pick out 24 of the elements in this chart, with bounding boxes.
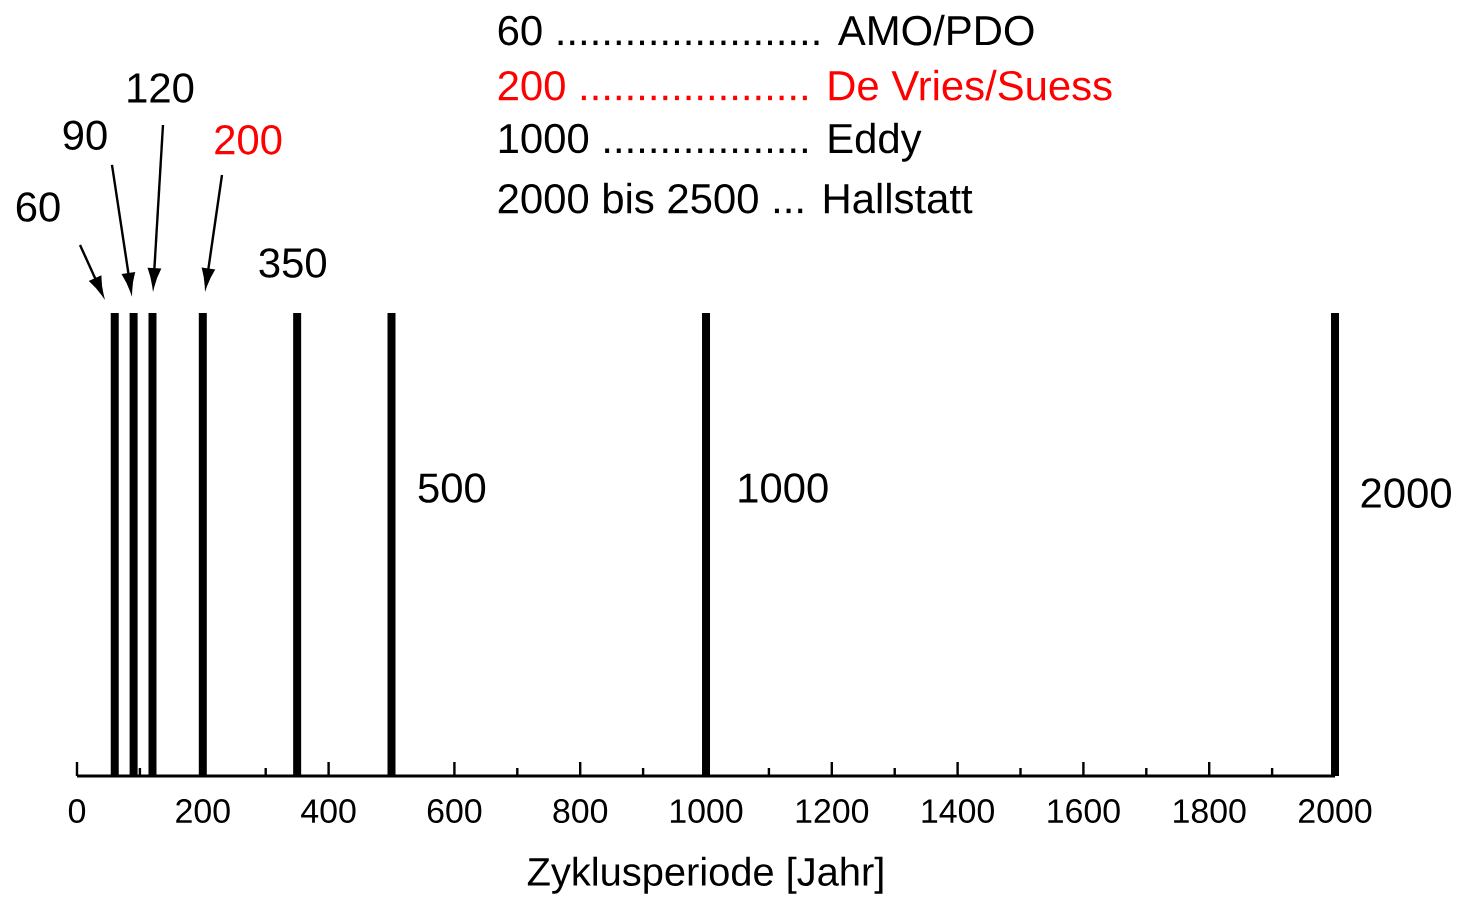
- annotation: 500: [418, 473, 486, 503]
- x-tick-label: 1800: [1174, 799, 1246, 824]
- x-axis-title: Zyklusperiode [Jahr]: [527, 856, 883, 894]
- x-tick-label: 2000: [1299, 799, 1372, 824]
- x-tick-label: 1400: [922, 799, 994, 824]
- text: 90: [63, 120, 107, 151]
- text: 120: [128, 73, 194, 103]
- x-tick-label: 400: [301, 799, 356, 824]
- text: 60: [16, 192, 60, 222]
- text: 60 ....................... AMO/PDO: [498, 14, 1034, 46]
- x-tick-label: 1000: [670, 799, 743, 824]
- annotation: 1000: [739, 473, 828, 503]
- text: 2000 bis 2500 ... Hallstatt: [498, 182, 973, 214]
- x-tick-label: 600: [427, 799, 482, 824]
- text: 1000 .................. Eddy: [499, 122, 922, 162]
- text: 200 .................... De Vries/Suess: [498, 69, 1112, 101]
- x-tick-label: 200: [176, 799, 230, 824]
- x-tick-label: 800: [553, 799, 608, 824]
- text: 350: [259, 248, 326, 278]
- x-tick-label: 0: [68, 799, 86, 824]
- text: 2000: [1361, 478, 1451, 508]
- text: 200: [215, 125, 282, 155]
- x-tick-label: 1600: [1048, 799, 1120, 824]
- x-tick-label: 1200: [796, 799, 869, 824]
